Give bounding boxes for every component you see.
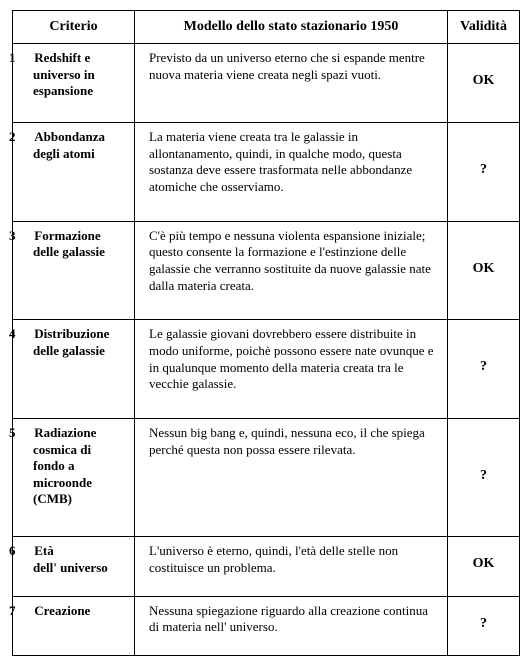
table-row: 3 Formazione delle galassie C'è più temp…	[13, 221, 520, 320]
criterion-text: Età	[34, 543, 54, 558]
table-row: 6 Età dell' universo L'universo è eterno…	[13, 537, 520, 596]
criterion-text: degli atomi	[21, 146, 126, 163]
criterion-text: (CMB)	[21, 491, 126, 508]
criterion-text: fondo a	[21, 458, 126, 475]
criterion-text: Creazione	[34, 603, 90, 618]
header-criterio: Criterio	[13, 11, 135, 44]
criterion-cell: 1 Redshift e universo in espansione	[13, 44, 135, 123]
criterion-text: dell' universo	[21, 560, 126, 577]
validity-cell: ?	[448, 596, 520, 655]
description-cell: L'universo è eterno, quindi, l'età delle…	[135, 537, 448, 596]
criterion-text: microonde	[21, 475, 126, 492]
description-cell: La materia viene creata tra le galassie …	[135, 123, 448, 222]
table-row: 5 Radiazione cosmica di fondo a microond…	[13, 418, 520, 536]
criterion-text: universo in	[21, 67, 126, 84]
criterion-cell: 4 Distribuzione delle galassie	[13, 320, 135, 419]
criterion-cell: 5 Radiazione cosmica di fondo a microond…	[13, 418, 135, 536]
table-header-row: Criterio Modello dello stato stazionario…	[13, 11, 520, 44]
page: Criterio Modello dello stato stazionario…	[0, 0, 532, 668]
criterion-text: delle galassie	[21, 244, 126, 261]
validity-cell: OK	[448, 221, 520, 320]
criterion-cell: 3 Formazione delle galassie	[13, 221, 135, 320]
table-row: 4 Distribuzione delle galassie Le galass…	[13, 320, 520, 419]
criterion-number: 2	[21, 129, 31, 146]
criterion-number: 7	[21, 603, 31, 620]
description-cell: Nessuna spiegazione riguardo alla creazi…	[135, 596, 448, 655]
criterion-number: 3	[21, 228, 31, 245]
validity-cell: ?	[448, 123, 520, 222]
validity-cell: OK	[448, 44, 520, 123]
header-validita: Validità	[448, 11, 520, 44]
criterion-text: Radiazione	[34, 425, 96, 440]
criterion-text: Formazione	[34, 228, 100, 243]
table-row: 1 Redshift e universo in espansione Prev…	[13, 44, 520, 123]
table-row: 7 Creazione Nessuna spiegazione riguardo…	[13, 596, 520, 655]
table-row: 2 Abbondanza degli atomi La materia vien…	[13, 123, 520, 222]
criterion-number: 5	[21, 425, 31, 442]
validity-cell: OK	[448, 537, 520, 596]
description-cell: Previsto da un universo eterno che si es…	[135, 44, 448, 123]
description-cell: C'è più tempo e nessuna violenta espansi…	[135, 221, 448, 320]
criterion-cell: 6 Età dell' universo	[13, 537, 135, 596]
criterion-text: espansione	[21, 83, 126, 100]
comparison-table: Criterio Modello dello stato stazionario…	[12, 10, 520, 656]
description-cell: Nessun big bang e, quindi, nessuna eco, …	[135, 418, 448, 536]
criterion-text: delle galassie	[21, 343, 126, 360]
header-modello: Modello dello stato stazionario 1950	[135, 11, 448, 44]
criterion-number: 4	[21, 326, 31, 343]
criterion-text: Distribuzione	[34, 326, 109, 341]
criterion-number: 6	[21, 543, 31, 560]
criterion-cell: 2 Abbondanza degli atomi	[13, 123, 135, 222]
criterion-text: Redshift e	[34, 50, 90, 65]
criterion-text: Abbondanza	[34, 129, 105, 144]
validity-cell: ?	[448, 320, 520, 419]
criterion-text: cosmica di	[21, 442, 126, 459]
criterion-cell: 7 Creazione	[13, 596, 135, 655]
validity-cell: ?	[448, 418, 520, 536]
criterion-number: 1	[21, 50, 31, 67]
description-cell: Le galassie giovani dovrebbero essere di…	[135, 320, 448, 419]
